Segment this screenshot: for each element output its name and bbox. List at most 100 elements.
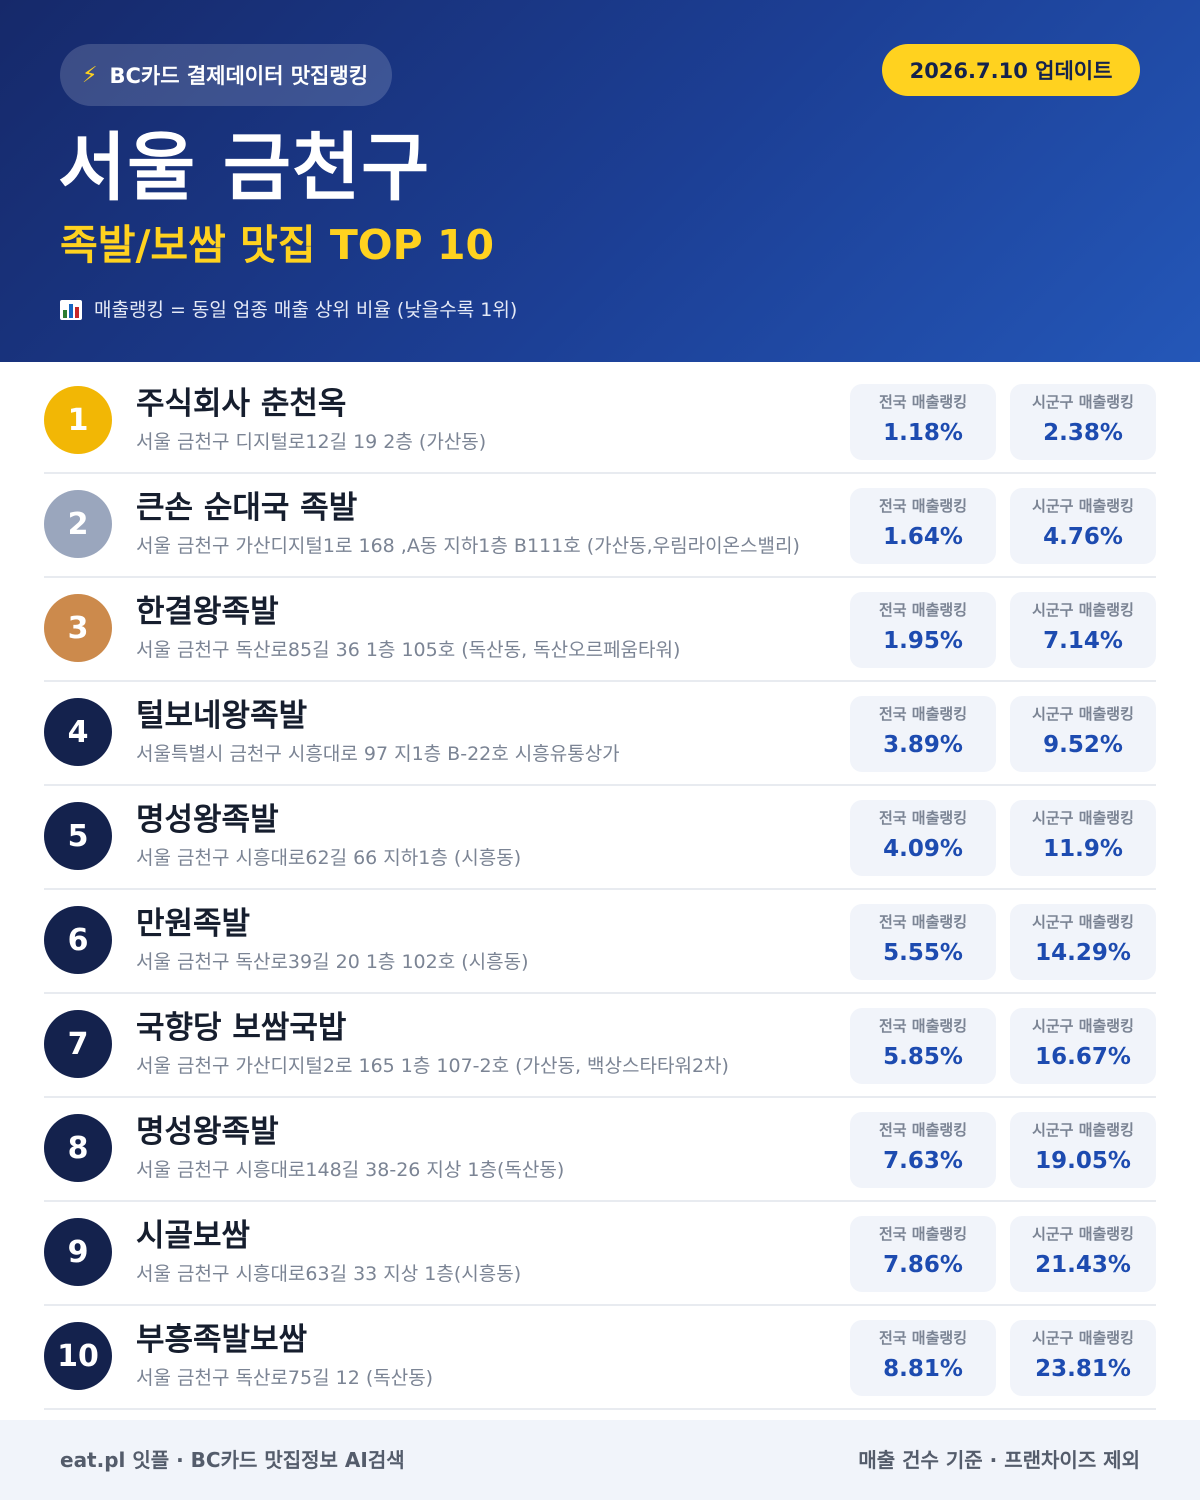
district-ranking-value: 16.67%: [1035, 1044, 1131, 1070]
ranking-note: 매출랭킹 = 동일 업종 매출 상위 비율 (낮을수록 1위): [60, 294, 517, 326]
restaurant-row[interactable]: 1 주식회사 춘천옥 서울 금천구 디지털로12길 19 2층 (가산동) 전국…: [44, 370, 1156, 474]
restaurant-name[interactable]: 명성왕족발: [136, 1114, 279, 1150]
footer-criteria: 매출 건수 기준 · 프랜차이즈 제외: [858, 1448, 1140, 1472]
restaurant-address: 서울 금천구 독산로85길 36 1층 105호 (독산동, 독산오르페움타워): [136, 639, 681, 661]
restaurant-row[interactable]: 4 털보네왕족발 서울특별시 금천구 시흥대로 97 지1층 B-22호 시흥유…: [44, 682, 1156, 786]
national-ranking-value: 7.63%: [883, 1148, 963, 1174]
restaurant-row[interactable]: 3 한결왕족발 서울 금천구 독산로85길 36 1층 105호 (독산동, 독…: [44, 578, 1156, 682]
restaurant-row[interactable]: 2 큰손 순대국 족발 서울 금천구 가산디지털1로 168 ,A동 지하1층 …: [44, 474, 1156, 578]
national-ranking-value: 1.64%: [883, 524, 963, 550]
national-ranking-card: 전국 매출랭킹 5.85%: [850, 1008, 996, 1084]
restaurant-name[interactable]: 털보네왕족발: [136, 698, 308, 734]
restaurant-row[interactable]: 6 만원족발 서울 금천구 독산로39길 20 1층 102호 (시흥동) 전국…: [44, 890, 1156, 994]
district-ranking-value: 19.05%: [1035, 1148, 1131, 1174]
district-ranking-label: 시군구 매출랭킹: [1032, 1017, 1134, 1035]
district-ranking-value: 21.43%: [1035, 1252, 1131, 1278]
national-ranking-label: 전국 매출랭킹: [878, 809, 968, 827]
rank-badge: 2: [44, 490, 112, 558]
lightning-icon: ⚡: [82, 62, 98, 88]
national-ranking-value: 7.86%: [883, 1252, 963, 1278]
district-ranking-label: 시군구 매출랭킹: [1032, 497, 1134, 515]
restaurant-name[interactable]: 명성왕족발: [136, 802, 279, 838]
restaurant-row[interactable]: 5 명성왕족발 서울 금천구 시흥대로62길 66 지하1층 (시흥동) 전국 …: [44, 786, 1156, 890]
restaurant-name[interactable]: 한결왕족발: [136, 594, 279, 630]
restaurant-name[interactable]: 국향당 보쌈국밥: [136, 1010, 347, 1046]
bar-chart-icon: [60, 300, 82, 320]
source-badge: ⚡ BC카드 결제데이터 맛집랭킹: [60, 44, 393, 106]
rank-badge: 8: [44, 1114, 112, 1182]
ranking-note-text: 매출랭킹 = 동일 업종 매출 상위 비율 (낮을수록 1위): [94, 299, 518, 321]
national-ranking-card: 전국 매출랭킹 1.18%: [850, 384, 996, 460]
district-ranking-card: 시군구 매출랭킹 2.38%: [1010, 384, 1156, 460]
national-ranking-label: 전국 매출랭킹: [878, 1121, 968, 1139]
district-ranking-value: 11.9%: [1043, 836, 1123, 862]
national-ranking-value: 3.89%: [883, 732, 963, 758]
national-ranking-value: 5.85%: [883, 1044, 963, 1070]
restaurant-address: 서울 금천구 시흥대로148길 38-26 지상 1층(독산동): [136, 1159, 565, 1181]
restaurant-address: 서울 금천구 독산로39길 20 1층 102호 (시흥동): [136, 951, 529, 973]
district-ranking-label: 시군구 매출랭킹: [1032, 1225, 1134, 1243]
district-ranking-label: 시군구 매출랭킹: [1032, 809, 1134, 827]
national-ranking-card: 전국 매출랭킹 1.64%: [850, 488, 996, 564]
restaurant-address: 서울 금천구 시흥대로62길 66 지하1층 (시흥동): [136, 847, 522, 869]
rank-badge: 6: [44, 906, 112, 974]
restaurant-name[interactable]: 만원족발: [136, 906, 251, 942]
district-ranking-label: 시군구 매출랭킹: [1032, 705, 1134, 723]
national-ranking-label: 전국 매출랭킹: [878, 913, 968, 931]
national-ranking-label: 전국 매출랭킹: [878, 1225, 968, 1243]
restaurant-row[interactable]: 8 명성왕족발 서울 금천구 시흥대로148길 38-26 지상 1층(독산동)…: [44, 1098, 1156, 1202]
national-ranking-card: 전국 매출랭킹 1.95%: [850, 592, 996, 668]
rank-badge: 9: [44, 1218, 112, 1286]
rank-badge: 1: [44, 386, 112, 454]
district-ranking-card: 시군구 매출랭킹 16.67%: [1010, 1008, 1156, 1084]
restaurant-name[interactable]: 큰손 순대국 족발: [136, 490, 358, 526]
footer: eat.pl 잇플 · BC카드 맛집정보 AI검색 매출 건수 기준 · 프랜…: [0, 1420, 1200, 1500]
restaurant-address: 서울 금천구 시흥대로63길 33 지상 1층(시흥동): [136, 1263, 522, 1285]
rank-badge: 10: [44, 1322, 112, 1390]
district-ranking-card: 시군구 매출랭킹 11.9%: [1010, 800, 1156, 876]
national-ranking-card: 전국 매출랭킹 4.09%: [850, 800, 996, 876]
update-badge: 2026.7.10 업데이트: [882, 44, 1140, 96]
restaurant-address: 서울특별시 금천구 시흥대로 97 지1층 B-22호 시흥유통상가: [136, 743, 620, 765]
district-ranking-card: 시군구 매출랭킹 19.05%: [1010, 1112, 1156, 1188]
national-ranking-value: 1.95%: [883, 628, 963, 654]
district-ranking-card: 시군구 매출랭킹 7.14%: [1010, 592, 1156, 668]
restaurant-name[interactable]: 주식회사 춘천옥: [136, 386, 347, 422]
national-ranking-value: 1.18%: [883, 420, 963, 446]
national-ranking-value: 8.81%: [883, 1356, 963, 1382]
district-ranking-card: 시군구 매출랭킹 21.43%: [1010, 1216, 1156, 1292]
district-ranking-card: 시군구 매출랭킹 4.76%: [1010, 488, 1156, 564]
restaurant-address: 서울 금천구 디지털로12길 19 2층 (가산동): [136, 431, 487, 453]
restaurant-list: 1 주식회사 춘천옥 서울 금천구 디지털로12길 19 2층 (가산동) 전국…: [44, 370, 1156, 1410]
restaurant-row[interactable]: 9 시골보쌈 서울 금천구 시흥대로63길 33 지상 1층(시흥동) 전국 매…: [44, 1202, 1156, 1306]
district-ranking-label: 시군구 매출랭킹: [1032, 913, 1134, 931]
restaurant-name[interactable]: 부흥족발보쌈: [136, 1322, 308, 1358]
restaurant-row[interactable]: 7 국향당 보쌈국밥 서울 금천구 가산디지털2로 165 1층 107-2호 …: [44, 994, 1156, 1098]
district-ranking-value: 2.38%: [1043, 420, 1123, 446]
national-ranking-card: 전국 매출랭킹 7.86%: [850, 1216, 996, 1292]
source-badge-label: BC카드 결제데이터 맛집랭킹: [109, 64, 369, 88]
district-ranking-label: 시군구 매출랭킹: [1032, 393, 1134, 411]
rank-badge: 4: [44, 698, 112, 766]
restaurant-address: 서울 금천구 가산디지털2로 165 1층 107-2호 (가산동, 백상스타타…: [136, 1055, 729, 1077]
national-ranking-value: 4.09%: [883, 836, 963, 862]
national-ranking-value: 5.55%: [883, 940, 963, 966]
district-ranking-value: 7.14%: [1043, 628, 1123, 654]
restaurant-name[interactable]: 시골보쌈: [136, 1218, 251, 1254]
district-ranking-label: 시군구 매출랭킹: [1032, 1329, 1134, 1347]
district-ranking-card: 시군구 매출랭킹 9.52%: [1010, 696, 1156, 772]
footer-source: eat.pl 잇플 · BC카드 맛집정보 AI검색: [60, 1448, 405, 1472]
national-ranking-label: 전국 매출랭킹: [878, 393, 968, 411]
rank-badge: 3: [44, 594, 112, 662]
national-ranking-card: 전국 매출랭킹 5.55%: [850, 904, 996, 980]
national-ranking-label: 전국 매출랭킹: [878, 1329, 968, 1347]
page-subtitle: 족발/보쌈 맛집 TOP 10: [60, 221, 495, 269]
national-ranking-label: 전국 매출랭킹: [878, 497, 968, 515]
national-ranking-card: 전국 매출랭킹 7.63%: [850, 1112, 996, 1188]
national-ranking-label: 전국 매출랭킹: [878, 705, 968, 723]
district-ranking-card: 시군구 매출랭킹 14.29%: [1010, 904, 1156, 980]
district-ranking-value: 23.81%: [1035, 1356, 1131, 1382]
restaurant-row[interactable]: 10 부흥족발보쌈 서울 금천구 독산로75길 12 (독산동) 전국 매출랭킹…: [44, 1306, 1156, 1410]
restaurant-address: 서울 금천구 가산디지털1로 168 ,A동 지하1층 B111호 (가산동,우…: [136, 535, 800, 557]
district-ranking-card: 시군구 매출랭킹 23.81%: [1010, 1320, 1156, 1396]
